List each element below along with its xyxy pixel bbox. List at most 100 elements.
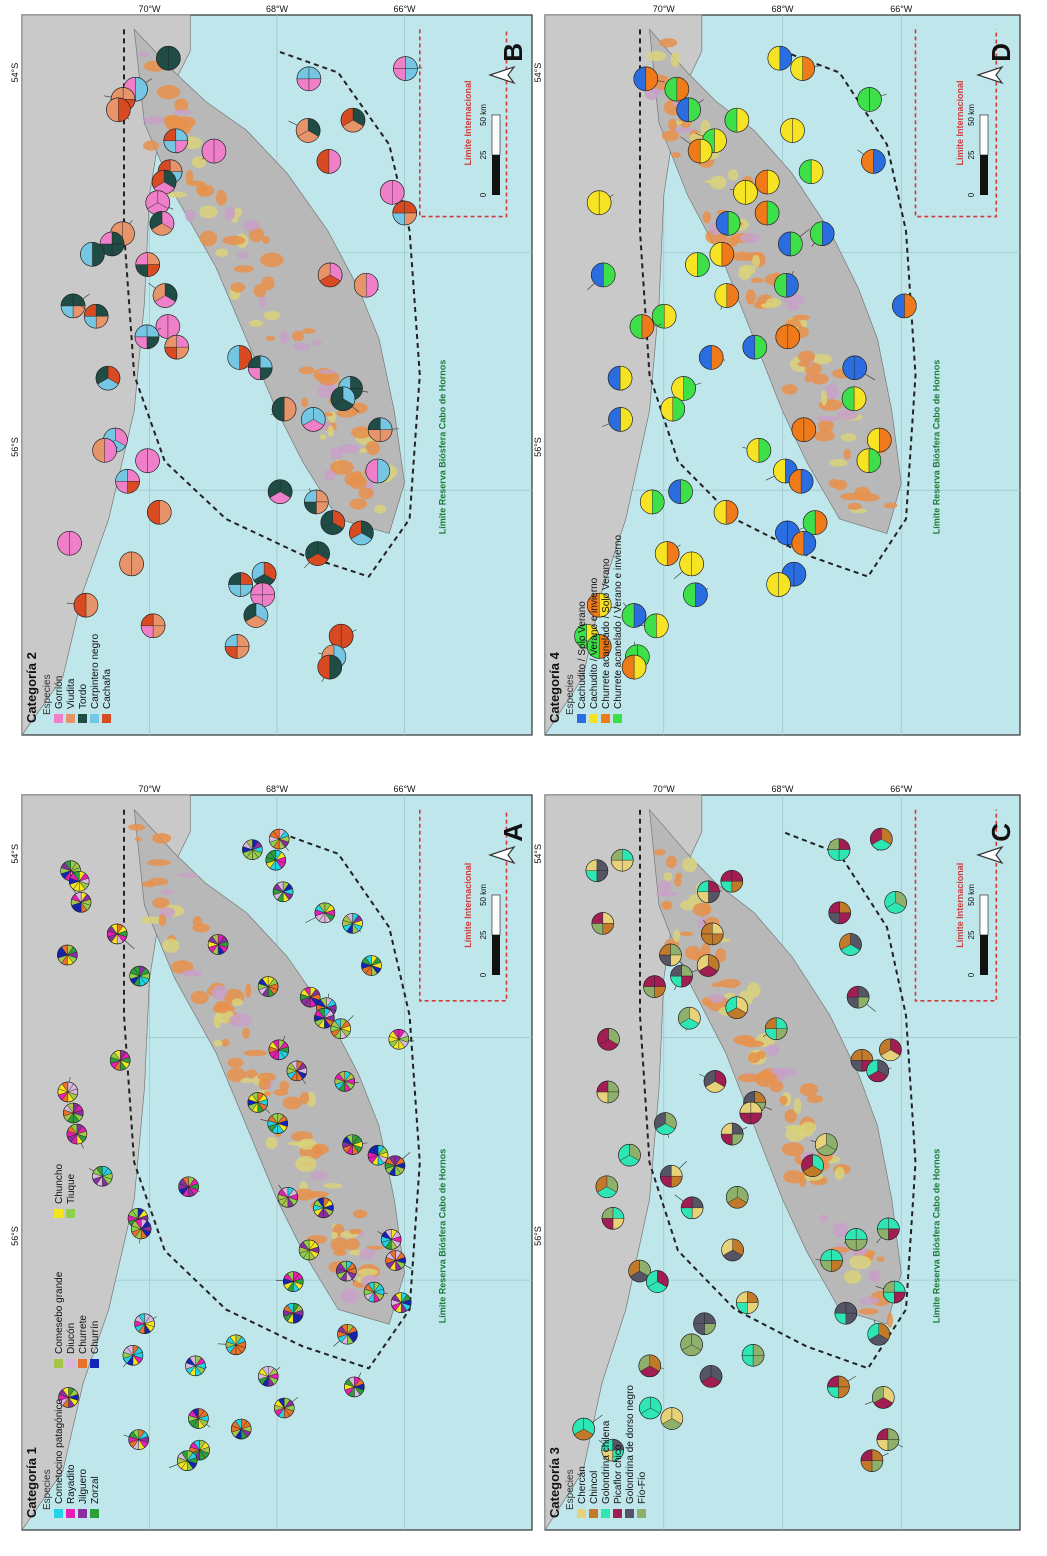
pie-outline bbox=[334, 1071, 356, 1092]
pie-outline bbox=[590, 262, 616, 288]
pie-marker bbox=[80, 241, 105, 267]
pie-outline bbox=[189, 1439, 210, 1461]
vegetation-patch bbox=[351, 426, 372, 439]
pie-outline bbox=[336, 1260, 357, 1282]
pie-outline bbox=[676, 97, 701, 123]
pie-marker bbox=[379, 180, 405, 206]
scale-bar-dark bbox=[980, 155, 988, 195]
pie-marker bbox=[296, 66, 322, 92]
pie-outline bbox=[314, 902, 336, 924]
vegetation-patch bbox=[800, 1121, 817, 1134]
lon-label: 70°W bbox=[653, 784, 676, 794]
lat-label: 54°S bbox=[533, 844, 543, 864]
vegetation-patch bbox=[844, 1270, 862, 1284]
pie-marker bbox=[670, 964, 693, 990]
vegetation-patch bbox=[319, 434, 327, 440]
vegetation-patch bbox=[670, 51, 681, 68]
pie-outline bbox=[243, 603, 269, 628]
vegetation-patch bbox=[843, 448, 851, 460]
vegetation-patch bbox=[657, 880, 672, 893]
legend-item-label: Rayadito bbox=[66, 1464, 77, 1504]
vegetation-patch bbox=[134, 837, 142, 842]
pie-marker bbox=[135, 448, 160, 473]
international-label: Límite Internacional bbox=[463, 863, 473, 948]
pie-outline bbox=[696, 954, 720, 977]
vegetation-patch bbox=[820, 390, 828, 406]
vegetation-patch bbox=[152, 897, 170, 909]
pie-marker bbox=[243, 603, 269, 628]
scale-bar-dark bbox=[492, 935, 500, 975]
pie-outline bbox=[610, 848, 634, 872]
legend-item-label: Churrete bbox=[78, 1315, 89, 1354]
vegetation-patch bbox=[673, 929, 681, 942]
pie-marker bbox=[693, 1312, 716, 1336]
pie-outline bbox=[367, 1144, 389, 1166]
vegetation-patch bbox=[311, 1143, 330, 1155]
pie-marker bbox=[651, 303, 677, 329]
pie-outline bbox=[164, 334, 190, 360]
pie-marker bbox=[633, 66, 665, 92]
legend-subtitle: Especies bbox=[565, 674, 576, 715]
pie-outline bbox=[176, 1450, 198, 1471]
pie-outline bbox=[57, 530, 82, 556]
pie-outline bbox=[697, 880, 720, 904]
legend-item-label: Gorrión bbox=[54, 676, 65, 709]
pie-marker bbox=[385, 1250, 412, 1271]
pie-outline bbox=[618, 1143, 641, 1167]
pie-marker bbox=[122, 1345, 144, 1367]
pie-outline bbox=[129, 965, 150, 987]
lon-label: 68°W bbox=[266, 4, 289, 14]
pie-outline bbox=[621, 603, 647, 628]
pie-outline bbox=[349, 520, 374, 546]
pie-marker bbox=[827, 838, 851, 861]
pie-outline bbox=[746, 438, 772, 463]
pie-marker bbox=[698, 345, 726, 370]
pie-marker bbox=[699, 1365, 723, 1388]
vegetation-patch bbox=[715, 948, 727, 963]
vegetation-patch bbox=[144, 116, 165, 125]
pie-marker bbox=[273, 1397, 299, 1419]
vegetation-patch bbox=[324, 470, 336, 481]
pie-marker bbox=[388, 1028, 415, 1050]
legend-item-label: Cometocino patagónico bbox=[54, 1398, 65, 1504]
vegetation-patch bbox=[174, 98, 189, 112]
pie-marker bbox=[586, 592, 617, 618]
pie-marker bbox=[353, 272, 380, 298]
pie-outline bbox=[721, 1238, 744, 1262]
pie-marker bbox=[163, 128, 189, 155]
pie-outline bbox=[257, 1366, 279, 1387]
pie-outline bbox=[70, 892, 92, 913]
pie-marker bbox=[827, 1375, 857, 1399]
legend-swatch bbox=[577, 1509, 586, 1518]
vegetation-patch bbox=[765, 1044, 780, 1056]
pie-outline bbox=[778, 231, 803, 257]
legend-subtitle: Especies bbox=[42, 674, 53, 715]
pie-marker bbox=[729, 180, 758, 205]
international-boundary bbox=[418, 29, 508, 218]
pie-marker bbox=[330, 1015, 354, 1040]
vegetation-patch bbox=[726, 236, 739, 248]
pie-outline bbox=[680, 1333, 703, 1357]
vegetation-patch bbox=[152, 833, 172, 844]
pie-outline bbox=[742, 334, 768, 360]
lon-label: 66°W bbox=[393, 4, 416, 14]
vegetation-patch bbox=[128, 823, 146, 831]
legend-item-label: Zorzal bbox=[90, 1476, 101, 1504]
pie-outline bbox=[659, 1164, 683, 1188]
legend-swatch bbox=[78, 1359, 87, 1368]
vegetation-patch bbox=[340, 1288, 360, 1304]
pie-marker bbox=[870, 827, 893, 852]
pie-marker bbox=[742, 438, 772, 463]
vegetation-patch bbox=[265, 335, 276, 341]
pie-marker bbox=[788, 469, 814, 494]
pie-marker bbox=[62, 1102, 84, 1124]
north-arrow-icon bbox=[488, 65, 516, 85]
vegetation-patch bbox=[781, 1142, 805, 1157]
vegetation-patch bbox=[298, 366, 315, 375]
vegetation-patch bbox=[196, 182, 208, 197]
vegetation-patch bbox=[214, 1000, 231, 1014]
vegetation-patch bbox=[162, 938, 180, 953]
lat-label: 54°S bbox=[10, 844, 20, 864]
legend-swatch bbox=[589, 1509, 598, 1518]
pie-marker bbox=[178, 1176, 200, 1198]
